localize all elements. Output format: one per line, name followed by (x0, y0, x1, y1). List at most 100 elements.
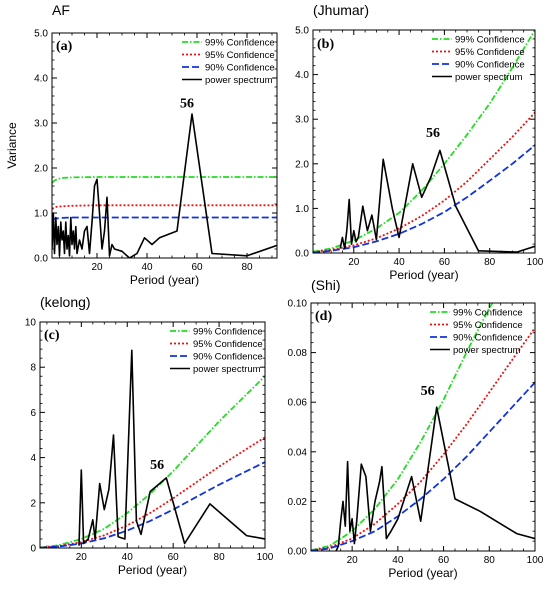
legend-label-c99: 99% Confidence (453, 308, 523, 319)
x-tick-label: 100 (527, 257, 544, 268)
y-tick-label: 1.0 (34, 209, 48, 220)
series-line-c99 (311, 303, 494, 551)
x-tick-label: 100 (257, 552, 274, 563)
y-tick-label: 2.0 (295, 159, 309, 170)
series-line-c99 (313, 30, 535, 253)
x-tick-label: 80 (214, 552, 226, 563)
panel-a: 20 40 60 80 0.0 1.0 2.0 3.0 4.0 5.0 Period (year) V… (5, 2, 278, 287)
y-tick-label: 5.0 (295, 26, 309, 37)
legend-label-c90: 90% Confidence (205, 63, 275, 74)
panel-tag: (c) (44, 328, 60, 343)
y-tick-label: 0.0 (34, 254, 48, 265)
series-line-c90 (311, 381, 535, 551)
plot-frame (39, 321, 266, 549)
legend-label-c95: 95% Confidence (193, 339, 263, 350)
y-tick-label: 1.0 (295, 204, 309, 215)
y-tick-label: 0.02 (288, 497, 308, 508)
y-tick-label: 10 (25, 318, 37, 329)
series-line-c95 (311, 327, 535, 551)
x-tick-label: 100 (527, 555, 544, 566)
y-tick-label: 0.06 (288, 398, 308, 409)
peak-label: 56 (180, 96, 194, 111)
panel-tag: (a) (56, 39, 73, 54)
series-group (311, 303, 535, 551)
x-tick-label: 60 (168, 552, 180, 563)
panel-title: (Jhumar) (313, 2, 369, 18)
x-tick-label: 20 (91, 262, 103, 273)
series-line-c95 (52, 204, 277, 210)
panel-d: 20 40 60 80 100 0.00 0.02 0.04 0.06 0.08 0.10 Perio… (288, 277, 544, 580)
x-tick-label: 40 (122, 552, 134, 563)
x-axis-title: Period (year) (389, 268, 458, 282)
legend-label-power: power spectrum (205, 75, 273, 86)
y-tick-label: 4 (30, 453, 36, 464)
legend-label-c99: 99% Confidence (193, 327, 263, 338)
series-group (40, 349, 265, 548)
x-tick-label: 80 (241, 262, 253, 273)
x-tick-label: 40 (392, 555, 404, 566)
panel-title: AF (52, 2, 70, 18)
peak-label: 56 (421, 384, 435, 399)
panel-tag: (d) (315, 309, 332, 324)
series-line-c90 (313, 144, 535, 253)
panel-c: 20 40 60 80 100 0 2 4 6 8 10 Period (year) (kelong) (… (25, 294, 274, 577)
x-axis-title: Period (year) (118, 563, 187, 577)
y-tick-label: 4.0 (34, 74, 48, 85)
x-axis-title: Period (year) (130, 273, 199, 287)
y-axis-title: Variance (5, 122, 19, 169)
panel-title: (kelong) (40, 294, 91, 310)
y-tick-label: 0.08 (288, 348, 308, 359)
series-line-c90 (52, 216, 277, 221)
y-tick-label: 4.0 (295, 70, 309, 81)
series-line-c99 (52, 176, 277, 184)
legend-label-c95: 95% Confidence (205, 50, 275, 61)
legend-label-c99: 99% Confidence (455, 35, 525, 46)
x-tick-label: 20 (76, 552, 88, 563)
series-line-power (335, 406, 535, 551)
y-tick-label: 3.0 (34, 119, 48, 130)
series-line-c95 (313, 111, 535, 253)
y-tick-label: 6 (30, 408, 36, 419)
y-tick-label: 0.10 (288, 299, 308, 310)
x-tick-label: 80 (484, 555, 496, 566)
y-tick-label: 8 (30, 363, 36, 374)
y-tick-label: 2.0 (34, 164, 48, 175)
plot-frame (312, 29, 536, 254)
plot-frame (51, 32, 278, 259)
legend-label-c90: 90% Confidence (453, 333, 523, 344)
legend-label-c90: 90% Confidence (455, 60, 525, 71)
series-line-c99 (40, 375, 265, 548)
x-tick-label: 20 (347, 555, 359, 566)
y-tick-label: 0.00 (288, 547, 308, 558)
legend-label-power: power spectrum (193, 364, 261, 375)
series-line-power (339, 149, 535, 253)
x-tick-label: 40 (394, 257, 406, 268)
series-line-c95 (40, 436, 265, 548)
series-group (52, 113, 277, 258)
peak-label: 56 (150, 458, 164, 473)
legend-label-c95: 95% Confidence (453, 320, 523, 331)
legend-label-power: power spectrum (455, 72, 523, 83)
series-line-power (78, 349, 265, 546)
panel-tag: (b) (317, 37, 334, 52)
series-line-power (52, 113, 277, 258)
y-tick-label: 3.0 (295, 115, 309, 126)
series-group (313, 30, 535, 253)
x-tick-label: 60 (439, 257, 451, 268)
legend-label-c90: 90% Confidence (193, 352, 263, 363)
x-tick-label: 60 (438, 555, 450, 566)
x-axis-title: Period (year) (388, 566, 457, 580)
series-line-c90 (40, 461, 265, 548)
x-tick-label: 20 (348, 257, 360, 268)
panel-b: 20 40 60 80 100 0.0 1.0 2.0 3.0 4.0 5.0 Period (yea… (295, 2, 544, 282)
y-tick-label: 0.04 (288, 447, 308, 458)
y-tick-label: 0.0 (295, 249, 309, 260)
legend-label-c99: 99% Confidence (205, 38, 275, 49)
y-tick-label: 5.0 (34, 29, 48, 40)
panel-title: (Shi) (311, 277, 341, 293)
plot-frame (310, 302, 536, 552)
x-tick-label: 40 (141, 262, 153, 273)
